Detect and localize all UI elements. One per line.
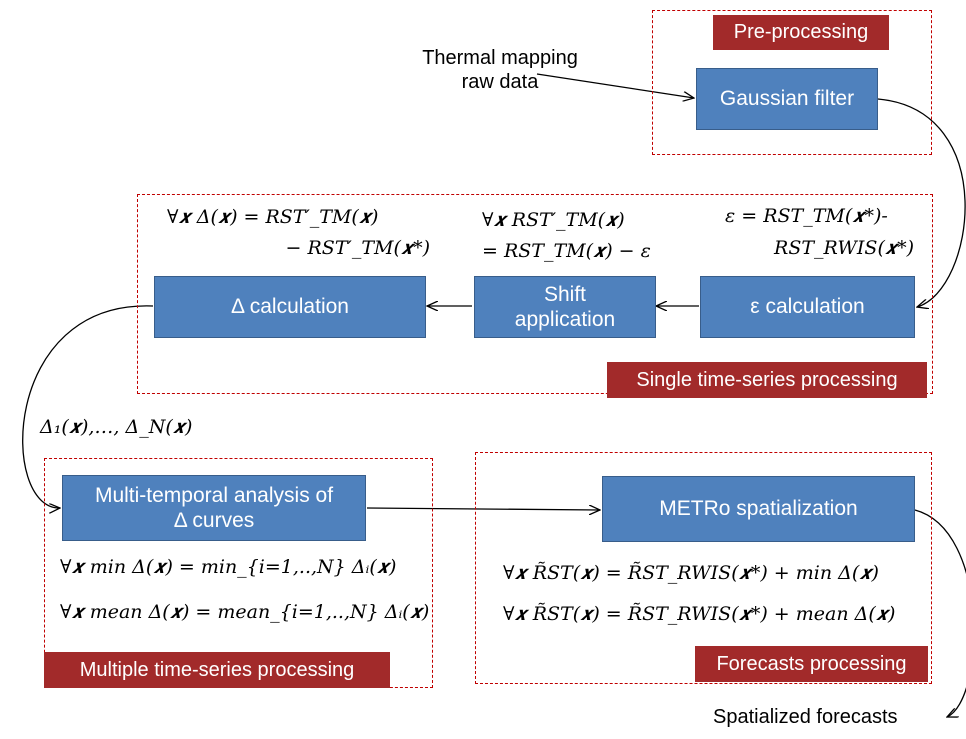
- forecast-mean-equation: ∀𝒙 R̃ST(𝒙) = R̃ST_RWIS(𝒙*) + mean Δ(𝒙): [503, 603, 896, 625]
- delta-equation-line1: ∀𝒙 Δ(𝒙) = RST′_TM(𝒙): [167, 206, 379, 228]
- epsilon-calculation-label: ε calculation: [750, 295, 865, 319]
- preprocessing-group: [652, 10, 932, 155]
- forecasts-group: [475, 452, 932, 684]
- delta-series-label: Δ₁(𝒙),…, Δ_N(𝒙): [40, 416, 193, 438]
- epsilon-equation-line2: RST_RWIS(𝒙*): [774, 237, 914, 259]
- single-timeseries-group: [137, 194, 933, 394]
- spatialized-forecasts-label: Spatialized forecasts: [713, 706, 898, 728]
- arrow-delta-to-multi: [22, 305, 154, 508]
- arrow-multi-to-metro: [366, 508, 600, 510]
- delta-calculation-box[interactable]: Δ calculation: [154, 276, 426, 338]
- epsilon-calculation-box[interactable]: ε calculation: [700, 276, 915, 338]
- multi-temporal-analysis-box[interactable]: Multi-temporal analysis of Δ curves: [62, 475, 366, 541]
- epsilon-equation-line1: ε = RST_TM(𝒙*)-: [725, 205, 888, 227]
- metro-spatialization-box[interactable]: METRo spatialization: [602, 476, 915, 542]
- min-delta-equation: ∀𝒙 min Δ(𝒙) = min_{i=1,..,N} Δᵢ(𝒙): [60, 556, 397, 578]
- shift-equation-line1: ∀𝒙 RST′_TM(𝒙): [482, 209, 625, 231]
- forecast-min-equation: ∀𝒙 R̃ST(𝒙) = R̃ST_RWIS(𝒙*) + min Δ(𝒙): [503, 562, 879, 584]
- preprocessing-tag: Pre-processing: [713, 15, 889, 50]
- thermal-mapping-input-label: Thermal mapping raw data: [422, 47, 578, 93]
- gaussian-filter-box[interactable]: Gaussian filter: [696, 68, 878, 130]
- multiple-timeseries-tag: Multiple time-series processing: [44, 652, 390, 688]
- mean-delta-equation: ∀𝒙 mean Δ(𝒙) = mean_{i=1,..,N} Δᵢ(𝒙): [60, 601, 430, 623]
- arrow-gaussian-to-epsilon: [877, 98, 966, 307]
- shift-application-box[interactable]: Shift application: [474, 276, 656, 338]
- arrow-input-to-gaussian: [536, 73, 694, 98]
- single-timeseries-tag: Single time-series processing: [607, 362, 927, 398]
- delta-equation-line2: − RST′_TM(𝒙*): [285, 237, 430, 259]
- forecasts-tag: Forecasts processing: [695, 646, 928, 682]
- arrow-metro-to-output: [914, 509, 966, 717]
- shift-equation-line2: = RST_TM(𝒙) − ε: [482, 240, 651, 262]
